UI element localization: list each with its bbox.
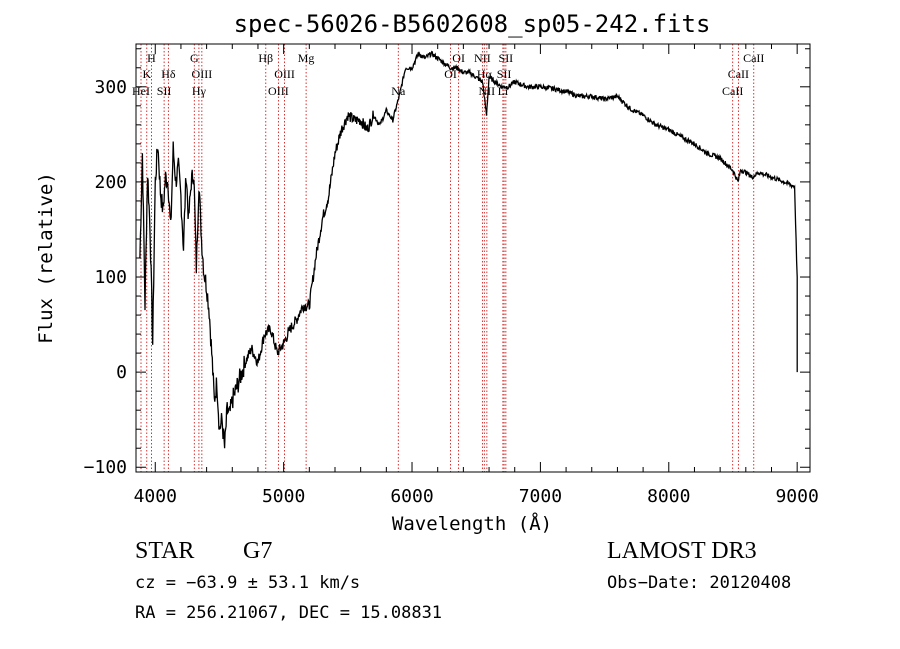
line-label: SII <box>157 84 172 98</box>
x-tick-label: 7000 <box>519 486 562 507</box>
line-label: OIII <box>192 67 213 81</box>
x-tick-label: 5000 <box>262 486 305 507</box>
line-label: OIII <box>274 67 295 81</box>
y-axis-label: Flux (relative) <box>35 172 57 344</box>
y-tick-label: −100 <box>84 457 127 478</box>
spectrum-series-line <box>139 50 798 449</box>
line-label: SII <box>497 67 512 81</box>
x-axis-label: Wavelength (Å) <box>392 512 552 535</box>
line-label: CaII <box>743 51 764 65</box>
object-subclass: G7 <box>243 538 273 564</box>
line-label: OI <box>452 51 465 65</box>
line-label: Hγ <box>192 84 207 98</box>
y-tick-label: 0 <box>116 362 127 383</box>
coordinates-text: RA = 256.21067, DEC = 15.08831 <box>135 603 443 623</box>
x-tick-label: 8000 <box>647 486 690 507</box>
chart-title: spec-56026-B5602608_sp05-242.fits <box>234 10 711 38</box>
line-label: OI <box>444 67 457 81</box>
x-tick-label: 4000 <box>134 486 177 507</box>
line-label: SII <box>499 51 514 65</box>
y-tick-label: 200 <box>94 172 127 193</box>
line-label: CaII <box>722 84 743 98</box>
line-label: G <box>190 51 199 65</box>
y-tick-label: 300 <box>94 77 127 98</box>
line-label: K <box>142 67 151 81</box>
y-tick-label: 100 <box>94 267 127 288</box>
plot-frame <box>135 43 811 473</box>
x-axis-ticks: 4000 5000 6000 7000 8000 9000 <box>134 44 819 507</box>
line-label: HeI <box>132 84 150 98</box>
line-label: Na <box>391 84 406 98</box>
line-label: OIII <box>268 84 289 98</box>
object-class: STAR <box>135 538 195 564</box>
line-label: Hβ <box>258 51 273 65</box>
line-label: Mg <box>298 51 315 65</box>
x-tick-label: 6000 <box>390 486 433 507</box>
observation-date: Obs−Date: 20120408 <box>607 573 792 593</box>
line-label: CaII <box>728 67 749 81</box>
x-tick-label: 9000 <box>775 486 818 507</box>
emission-line-markers <box>140 44 755 472</box>
line-label: NII <box>479 84 496 98</box>
line-label: Hδ <box>161 67 176 81</box>
line-label: Li <box>498 84 509 98</box>
line-label: NII <box>474 51 491 65</box>
redshift-text: cz = −63.9 ± 53.1 km/s <box>135 573 361 593</box>
line-label: H <box>147 51 156 65</box>
y-axis-ticks: −100 0 100 200 300 <box>84 48 810 478</box>
survey-name: LAMOST DR3 <box>607 538 757 564</box>
